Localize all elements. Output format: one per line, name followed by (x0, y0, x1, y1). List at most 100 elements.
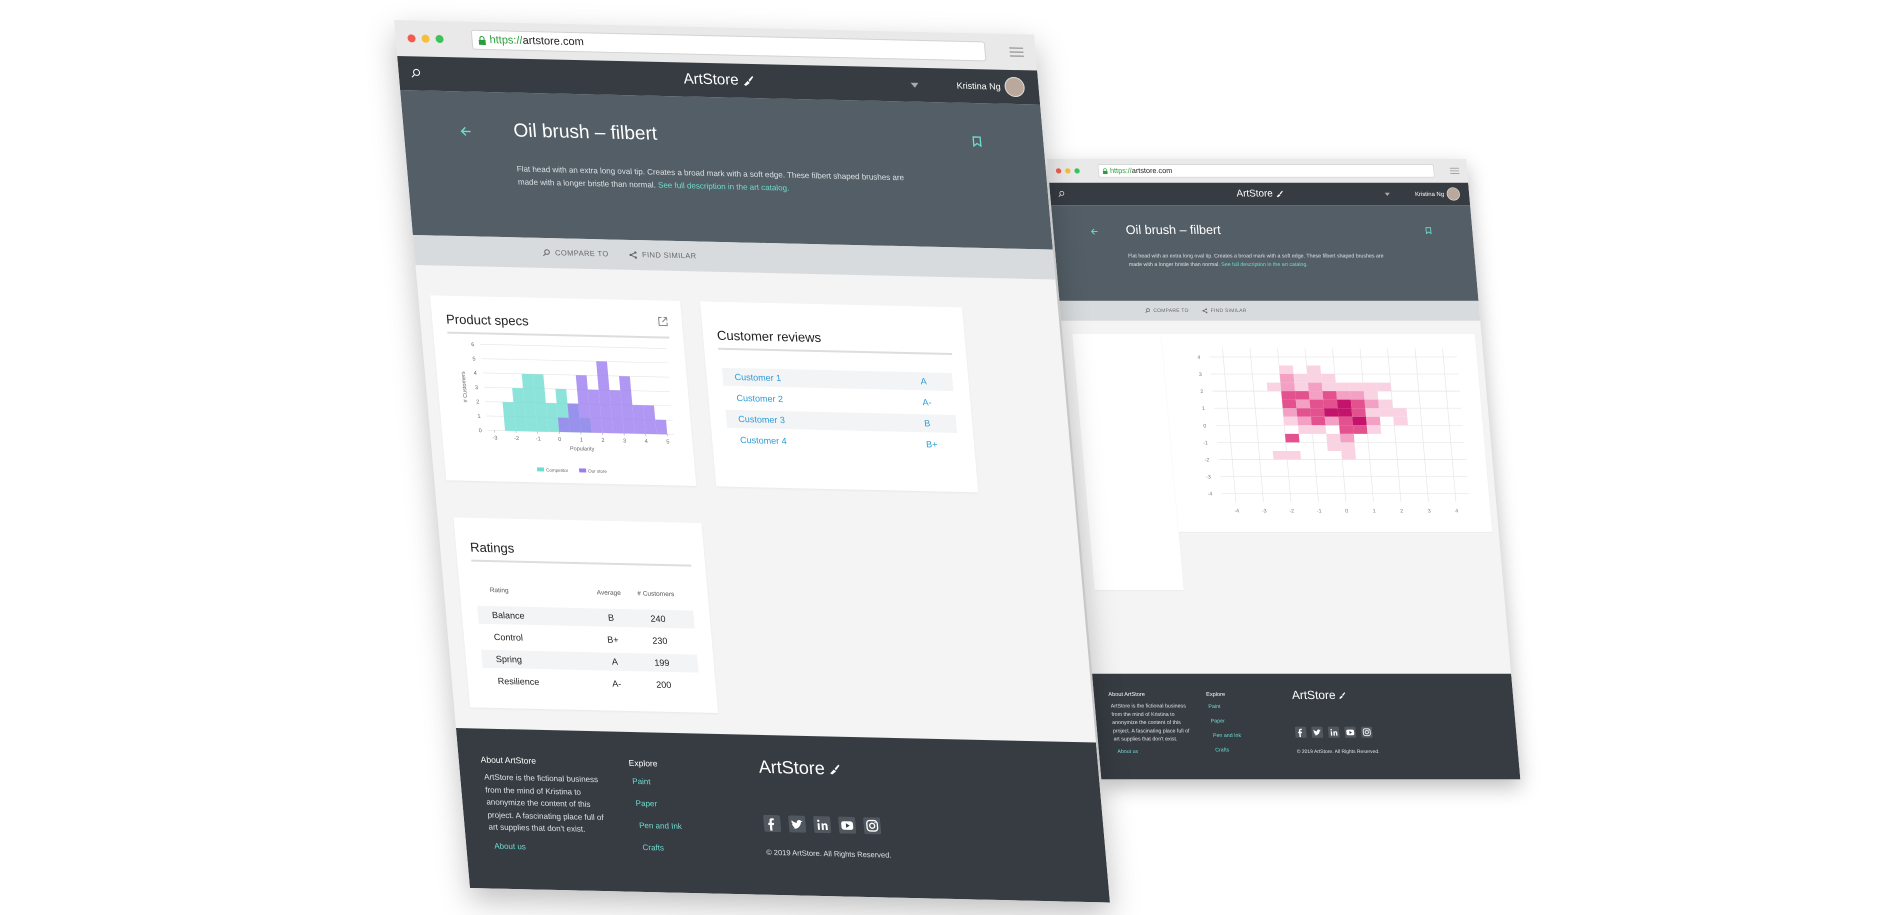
heatmap-cell (1365, 408, 1380, 417)
social-icon-shape (1298, 728, 1303, 737)
social-icon[interactable] (788, 815, 807, 833)
customer-grade: A (920, 376, 928, 387)
legend-swatch (578, 468, 587, 473)
review-row[interactable]: Customer 4 B+ (727, 430, 959, 454)
explore-link[interactable]: Paper (1210, 718, 1226, 724)
heatmap-cell (1308, 391, 1324, 400)
social-icon[interactable] (1294, 726, 1307, 738)
y-tick-label: -3 (1206, 475, 1211, 481)
explore-link[interactable]: Pen and Ink (1212, 732, 1242, 739)
bookmark-icon[interactable] (972, 136, 982, 148)
social-icon-shape (1360, 726, 1373, 738)
back-arrow[interactable] (1090, 228, 1098, 235)
review-row[interactable]: Customer 3 B (725, 409, 958, 433)
rating-cell: 199 (653, 657, 670, 668)
social-icon-shape (791, 819, 803, 829)
bookmark-icon-shape (1425, 227, 1432, 235)
social-icon[interactable] (1311, 726, 1324, 738)
explore-link[interactable]: Crafts (642, 843, 665, 853)
heatmap-cell (1311, 425, 1327, 434)
explore-link[interactable]: Paint (1208, 703, 1221, 710)
histogram-bar (587, 389, 603, 433)
dropdown-caret[interactable] (910, 82, 919, 88)
x-tick-label: -3 (492, 435, 497, 441)
about-link[interactable]: About us (1117, 748, 1139, 755)
heatmap-cell (1282, 408, 1298, 417)
menu-icon[interactable] (1009, 47, 1024, 57)
similar-button[interactable]: FIND SIMILAR (1202, 308, 1247, 313)
heatmap-cell (1337, 408, 1353, 417)
logo[interactable]: ArtStore (683, 70, 755, 89)
heatmap-cell (1293, 374, 1309, 383)
user-name[interactable]: Kristina Ng (956, 80, 1002, 92)
heatmap-cell (1376, 382, 1392, 392)
social-icon[interactable] (813, 815, 832, 834)
window-dot (435, 34, 444, 44)
heatmap-cell (1295, 399, 1311, 409)
catalog-link[interactable]: See full description in the art catalog. (657, 180, 790, 193)
menu-icon[interactable] (1449, 167, 1460, 175)
search-icon-shape (1058, 194, 1061, 197)
social-icon[interactable] (1327, 726, 1340, 738)
catalog-link[interactable]: See full description in the art catalog. (1221, 261, 1309, 268)
bookmark-icon[interactable] (1425, 227, 1432, 235)
histogram-bar (521, 373, 538, 432)
social-icon[interactable] (1360, 726, 1373, 738)
about-text: ArtStore is the fictional business from … (1110, 702, 1190, 742)
heatmap-card: -4 -3 -2 -1 0 1 2 3 4 -4 -3 -2 -1 0 1 2 3 4 (1161, 333, 1493, 532)
footer-logo-text: ArtStore (757, 756, 826, 779)
explore-link[interactable]: Pen and Ink (638, 820, 683, 831)
compare-button[interactable]: COMPARE TO (542, 248, 610, 259)
external-link-icon[interactable] (657, 316, 668, 327)
heatmap-cell (1281, 391, 1296, 400)
social-icon-shape (874, 822, 876, 824)
url-bar[interactable]: https://artstore.com (1097, 164, 1435, 178)
ratings-card: Ratings Rating Average # Customers Balance B 2… (453, 517, 719, 713)
divider (718, 347, 953, 356)
social-icon[interactable] (838, 816, 857, 834)
logo[interactable]: ArtStore (1236, 188, 1283, 199)
review-row[interactable]: Customer 2 A- (723, 388, 956, 412)
search-icon[interactable] (410, 68, 421, 78)
explore-link[interactable]: Paper (635, 798, 658, 809)
explore-link[interactable]: Paint (631, 776, 651, 787)
compare-button[interactable]: COMPARE TO (1144, 308, 1189, 313)
product-title: Oil brush – filbert (1125, 223, 1222, 238)
x-tick-label: -1 (536, 436, 541, 442)
logo-text: ArtStore (682, 70, 740, 89)
back-arrow[interactable] (459, 126, 472, 136)
column-header: # Customers (637, 589, 675, 598)
explore-link[interactable]: Crafts (1214, 747, 1230, 753)
review-row[interactable]: Customer 1 A (721, 367, 954, 391)
url-bar[interactable]: https://artstore.com (470, 29, 987, 62)
lock-icon (1102, 167, 1108, 174)
product-description: Flat head with an extra long oval tip. C… (1128, 251, 1394, 268)
x-tick-label: 5 (666, 439, 670, 445)
about-link[interactable]: About us (493, 841, 527, 852)
search-icon[interactable] (1058, 191, 1065, 198)
heatmap-cell (1279, 365, 1294, 375)
heatmap-cell (1366, 425, 1382, 434)
heatmap-cell (1311, 416, 1326, 426)
social-icon[interactable] (763, 814, 782, 833)
browser-bar: https://artstore.com (1047, 159, 1469, 183)
histogram-bar (557, 417, 570, 433)
browser-window: https://artstore.com ArtStore Kristina Ng O… (1047, 159, 1521, 780)
social-icon-shape (845, 823, 850, 828)
dropdown-caret[interactable] (1384, 192, 1391, 196)
social-icon-shape (1313, 729, 1321, 736)
compare-label: COMPARE TO (554, 248, 610, 259)
y-tick-label: 2 (476, 399, 480, 405)
rating-cell: 200 (655, 679, 672, 690)
heatmap-cell (1366, 416, 1381, 426)
share-icon (1202, 308, 1208, 313)
heatmap-cell (1379, 408, 1394, 417)
histogram-bar (532, 374, 549, 432)
similar-button[interactable]: FIND SIMILAR (629, 250, 697, 260)
social-icon[interactable] (863, 817, 882, 835)
brush-icon (1339, 691, 1346, 699)
user-name[interactable]: Kristina Ng (1414, 190, 1445, 198)
heatmap-cell (1352, 425, 1368, 434)
social-icon[interactable] (1344, 726, 1357, 738)
brush-icon-shape (834, 764, 840, 771)
